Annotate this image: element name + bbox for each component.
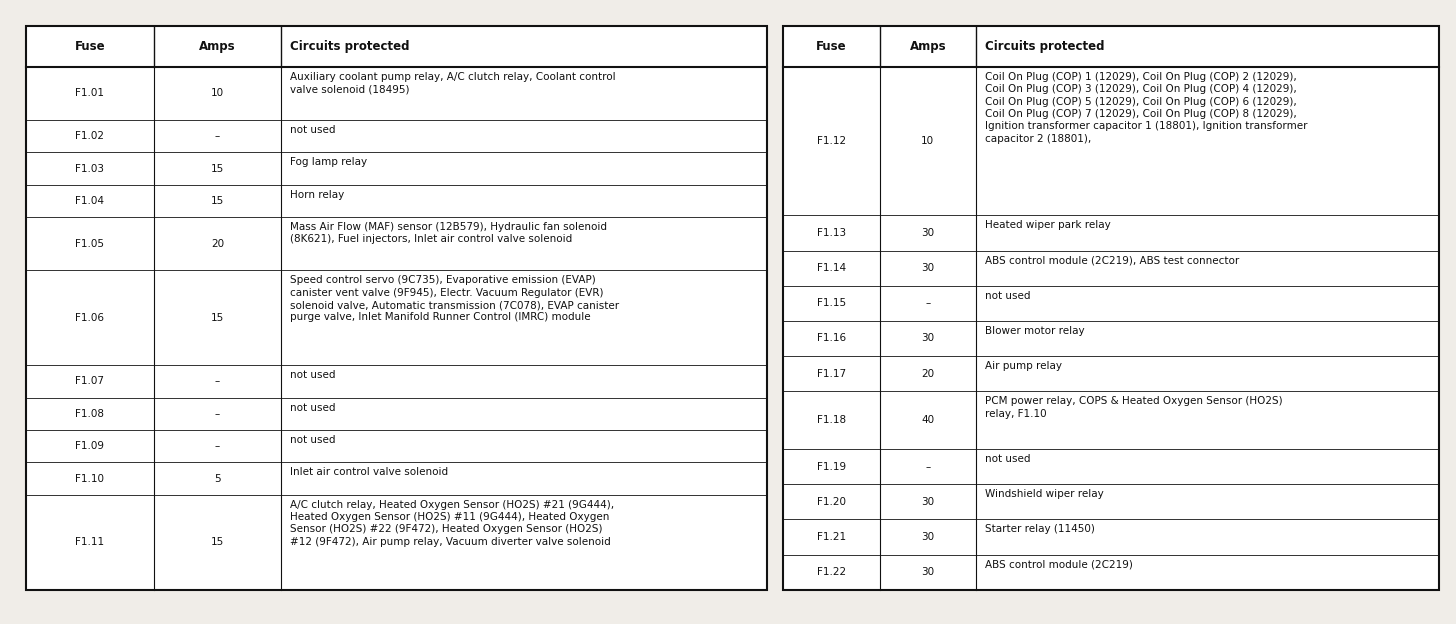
Text: A/C clutch relay, Heated Oxygen Sensor (HO2S) #21 (9G444),
Heated Oxygen Sensor : A/C clutch relay, Heated Oxygen Sensor (… (290, 500, 614, 547)
Text: Fuse: Fuse (74, 40, 105, 53)
Text: Inlet air control valve solenoid: Inlet air control valve solenoid (290, 467, 448, 477)
Text: not used: not used (984, 454, 1031, 464)
Bar (26, 26, 767, 590)
Text: Fog lamp relay: Fog lamp relay (290, 157, 367, 167)
Text: 30: 30 (922, 497, 935, 507)
Text: F1.03: F1.03 (76, 163, 105, 173)
Text: F1.12: F1.12 (817, 136, 846, 146)
Text: F1.16: F1.16 (817, 333, 846, 343)
Text: –: – (215, 131, 220, 141)
Text: F1.19: F1.19 (817, 462, 846, 472)
Text: 10: 10 (211, 89, 224, 99)
Text: 10: 10 (922, 136, 935, 146)
Text: 20: 20 (211, 239, 224, 249)
Text: ABS control module (2C219): ABS control module (2C219) (984, 560, 1133, 570)
Text: F1.17: F1.17 (817, 369, 846, 379)
Text: –: – (215, 441, 220, 451)
Bar (783, 26, 1439, 590)
Text: –: – (215, 409, 220, 419)
Text: F1.11: F1.11 (76, 537, 105, 547)
Text: F1.21: F1.21 (817, 532, 846, 542)
Text: Amps: Amps (910, 40, 946, 53)
Text: F1.22: F1.22 (817, 567, 846, 577)
Text: Heated wiper park relay: Heated wiper park relay (984, 220, 1111, 230)
Text: F1.13: F1.13 (817, 228, 846, 238)
Text: not used: not used (290, 125, 335, 135)
Text: F1.01: F1.01 (76, 89, 105, 99)
Text: not used: not used (290, 370, 335, 380)
Text: Blower motor relay: Blower motor relay (984, 326, 1085, 336)
Text: Auxiliary coolant pump relay, A/C clutch relay, Coolant control
valve solenoid (: Auxiliary coolant pump relay, A/C clutch… (290, 72, 616, 94)
Text: Starter relay (11450): Starter relay (11450) (984, 524, 1095, 534)
Text: F1.04: F1.04 (76, 196, 105, 206)
Text: 30: 30 (922, 228, 935, 238)
Text: Windshield wiper relay: Windshield wiper relay (984, 489, 1104, 499)
Text: 15: 15 (211, 313, 224, 323)
Text: 20: 20 (922, 369, 935, 379)
Text: 30: 30 (922, 567, 935, 577)
Text: Circuits protected: Circuits protected (290, 40, 409, 53)
Text: F1.20: F1.20 (817, 497, 846, 507)
Text: ABS control module (2C219), ABS test connector: ABS control module (2C219), ABS test con… (984, 255, 1239, 266)
Text: –: – (925, 298, 930, 308)
Text: not used: not used (290, 402, 335, 412)
Text: –: – (925, 462, 930, 472)
Text: Amps: Amps (199, 40, 236, 53)
Text: F1.18: F1.18 (817, 415, 846, 425)
Text: 15: 15 (211, 537, 224, 547)
Text: Fuse: Fuse (817, 40, 847, 53)
Text: F1.02: F1.02 (76, 131, 105, 141)
Text: F1.15: F1.15 (817, 298, 846, 308)
Text: Circuits protected: Circuits protected (984, 40, 1104, 53)
Text: PCM power relay, COPS & Heated Oxygen Sensor (HO2S)
relay, F1.10: PCM power relay, COPS & Heated Oxygen Se… (984, 396, 1283, 419)
Text: F1.06: F1.06 (76, 313, 105, 323)
Text: 5: 5 (214, 474, 221, 484)
Text: 30: 30 (922, 263, 935, 273)
Text: not used: not used (984, 291, 1031, 301)
Text: 15: 15 (211, 196, 224, 206)
Text: F1.07: F1.07 (76, 376, 105, 386)
Text: Coil On Plug (COP) 1 (12029), Coil On Plug (COP) 2 (12029),
Coil On Plug (COP) 3: Coil On Plug (COP) 1 (12029), Coil On Pl… (984, 72, 1307, 144)
Text: 15: 15 (211, 163, 224, 173)
Text: Air pump relay: Air pump relay (984, 361, 1061, 371)
Text: 30: 30 (922, 532, 935, 542)
Text: Mass Air Flow (MAF) sensor (12B579), Hydraulic fan solenoid
(8K621), Fuel inject: Mass Air Flow (MAF) sensor (12B579), Hyd… (290, 222, 607, 245)
Text: F1.14: F1.14 (817, 263, 846, 273)
Text: 30: 30 (922, 333, 935, 343)
Text: F1.05: F1.05 (76, 239, 105, 249)
Text: Horn relay: Horn relay (290, 190, 344, 200)
Text: not used: not used (290, 435, 335, 445)
Text: F1.08: F1.08 (76, 409, 105, 419)
Text: 40: 40 (922, 415, 935, 425)
Text: –: – (215, 376, 220, 386)
Text: F1.10: F1.10 (76, 474, 105, 484)
Text: Speed control servo (9C735), Evaporative emission (EVAP)
canister vent valve (9F: Speed control servo (9C735), Evaporative… (290, 275, 619, 323)
Text: F1.09: F1.09 (76, 441, 105, 451)
